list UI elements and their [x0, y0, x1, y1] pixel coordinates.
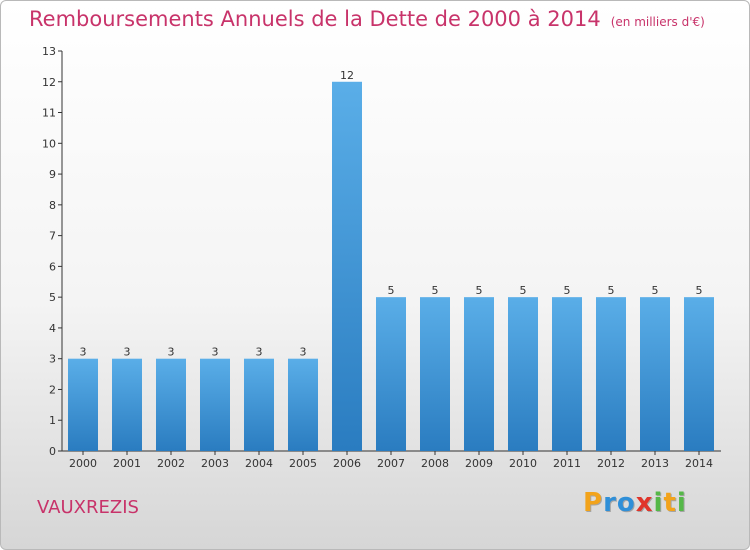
bar: [684, 297, 714, 451]
y-tick-label: 12: [42, 76, 56, 89]
y-tick-label: 6: [49, 260, 56, 273]
bar-value-label: 3: [124, 346, 131, 359]
bar-value-label: 3: [212, 346, 219, 359]
y-tick-label: 9: [49, 168, 56, 181]
bar-value-label: 3: [80, 346, 87, 359]
bar-value-label: 3: [300, 346, 307, 359]
x-tick-label: 2012: [597, 457, 625, 470]
bar-value-label: 5: [432, 284, 439, 297]
y-tick-label: 10: [42, 137, 56, 150]
bar-value-label: 3: [168, 346, 175, 359]
bar-value-label: 5: [652, 284, 659, 297]
x-tick-label: 2008: [421, 457, 449, 470]
bar-value-label: 3: [256, 346, 263, 359]
bar-value-label: 5: [696, 284, 703, 297]
x-tick-label: 2001: [113, 457, 141, 470]
bar: [552, 297, 582, 451]
bar-value-label: 5: [520, 284, 527, 297]
bar: [640, 297, 670, 451]
logo-letter: o: [616, 488, 636, 518]
x-tick-label: 2003: [201, 457, 229, 470]
bar-value-label: 5: [608, 284, 615, 297]
y-tick-label: 11: [42, 107, 56, 120]
x-tick-label: 2010: [509, 457, 537, 470]
logo-letter: P: [583, 488, 604, 518]
y-tick-label: 4: [49, 322, 56, 335]
bar: [332, 81, 362, 452]
y-tick-label: 13: [42, 45, 56, 58]
bar: [112, 358, 142, 451]
logo-letter: x: [635, 488, 654, 518]
logo-letter: i: [676, 488, 687, 518]
bar: [244, 358, 274, 451]
proxiti-logo: Proxiti: [583, 488, 687, 518]
bar: [156, 358, 186, 451]
x-tick-label: 2014: [685, 457, 713, 470]
y-tick-label: 0: [49, 445, 56, 458]
y-tick-label: 3: [49, 353, 56, 366]
x-tick-label: 2004: [245, 457, 273, 470]
y-tick-label: 2: [49, 383, 56, 396]
x-tick-label: 2005: [289, 457, 317, 470]
y-tick-label: 1: [49, 414, 56, 427]
bar: [508, 297, 538, 451]
chart-title: Remboursements Annuels de la Dette de 20…: [29, 7, 705, 31]
bar: [200, 358, 230, 451]
x-tick-label: 2013: [641, 457, 669, 470]
bar-value-label: 5: [564, 284, 571, 297]
x-tick-label: 2000: [69, 457, 97, 470]
commune-name: VAUXREZIS: [37, 497, 139, 518]
logo-letter: t: [663, 488, 677, 518]
bar: [68, 358, 98, 451]
bar: [596, 297, 626, 451]
x-tick-label: 2006: [333, 457, 361, 470]
bar-value-label: 5: [476, 284, 483, 297]
bar: [464, 297, 494, 451]
logo-letter: i: [653, 488, 664, 518]
chart-title-text: Remboursements Annuels de la Dette de 20…: [29, 7, 601, 31]
bar-value-label: 12: [340, 69, 354, 82]
x-tick-label: 2011: [553, 457, 581, 470]
y-tick-label: 7: [49, 230, 56, 243]
chart-unit: (en milliers d'€): [610, 15, 705, 29]
x-tick-label: 2007: [377, 457, 405, 470]
x-tick-label: 2009: [465, 457, 493, 470]
y-tick-label: 5: [49, 291, 56, 304]
bar: [420, 297, 450, 451]
y-tick-label: 8: [49, 199, 56, 212]
logo-letter: r: [603, 488, 617, 518]
bar: [376, 297, 406, 451]
bar: [288, 358, 318, 451]
bar-value-label: 5: [388, 284, 395, 297]
x-tick-label: 2002: [157, 457, 185, 470]
